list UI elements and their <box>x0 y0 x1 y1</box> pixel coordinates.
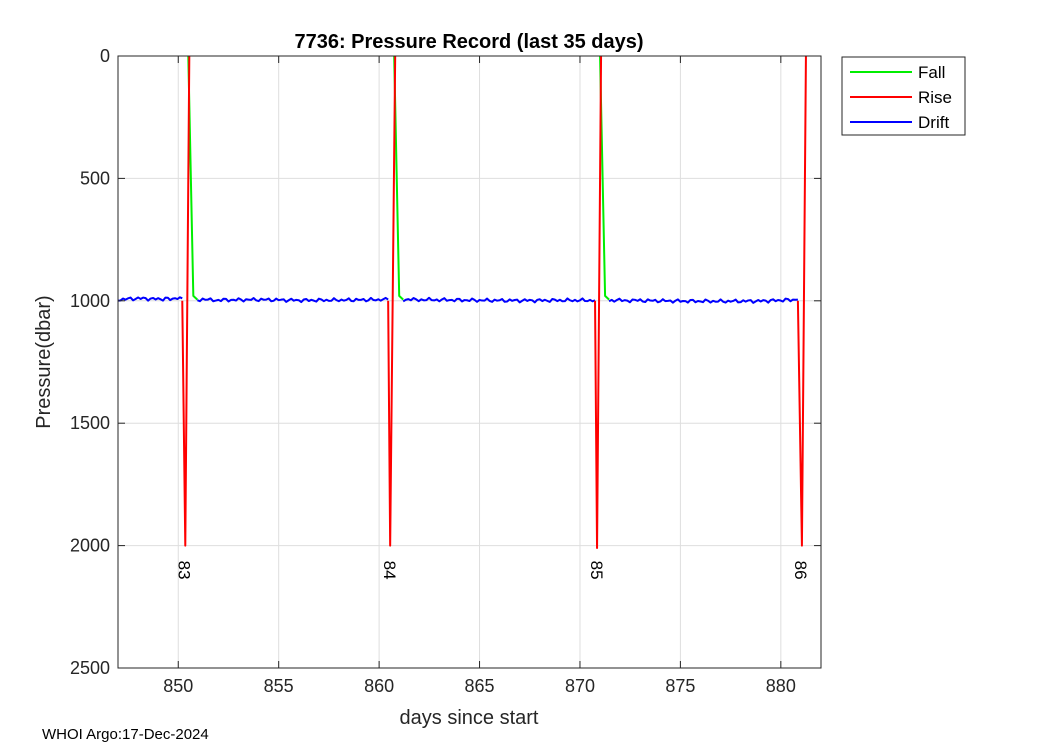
profile-number-label: 85 <box>587 561 606 580</box>
y-tick-label: 500 <box>80 168 110 188</box>
profile-number-label: 83 <box>174 561 193 580</box>
series-line-drift <box>117 296 183 302</box>
grid-lines <box>118 55 821 669</box>
series-line-fall <box>187 55 199 301</box>
x-tick-label: 850 <box>163 676 193 696</box>
y-tick-label: 1000 <box>70 291 110 311</box>
x-tick-label: 860 <box>364 676 394 696</box>
y-tick-label: 1500 <box>70 413 110 433</box>
legend-label-drift: Drift <box>918 113 949 132</box>
plot-area <box>118 56 821 668</box>
series-line-rise <box>181 55 191 547</box>
x-tick-label: 865 <box>465 676 495 696</box>
y-tick-label: 2000 <box>70 536 110 556</box>
y-tick-label: 2500 <box>70 658 110 678</box>
y-axis-label: Pressure(dbar) <box>33 295 55 428</box>
chart-title: 7736: Pressure Record (last 35 days) <box>294 31 643 53</box>
series-lines <box>117 55 807 550</box>
series-line-rise <box>796 55 807 547</box>
x-axis-label: days since start <box>400 707 539 729</box>
x-tick-label: 880 <box>766 676 796 696</box>
legend: Fall Rise Drift <box>841 56 966 136</box>
legend-label-fall: Fall <box>918 63 945 82</box>
series-line-rise <box>594 55 603 550</box>
plot-frame <box>117 55 822 669</box>
series-line-fall <box>599 55 610 301</box>
series-line-drift <box>608 297 798 304</box>
profile-number-label: 84 <box>380 561 399 580</box>
series-line-rise <box>387 55 397 547</box>
series-line-drift <box>196 296 389 304</box>
x-tick-label: 855 <box>264 676 294 696</box>
series-line-drift <box>402 296 596 304</box>
series-line-fall <box>393 55 404 301</box>
footer-credit: WHOI Argo:17-Dec-2024 <box>42 726 209 743</box>
profile-number-label: 86 <box>791 561 810 580</box>
x-tick-label: 870 <box>565 676 595 696</box>
y-tick-label: 0 <box>100 46 110 66</box>
x-tick-label: 875 <box>665 676 695 696</box>
axis-ticks: 850 855 860 865 870 875 880 0 500 1000 1500 2000 250… <box>70 46 821 696</box>
profile-annotations: 83 84 85 86 <box>174 561 810 580</box>
legend-label-rise: Rise <box>918 88 952 107</box>
